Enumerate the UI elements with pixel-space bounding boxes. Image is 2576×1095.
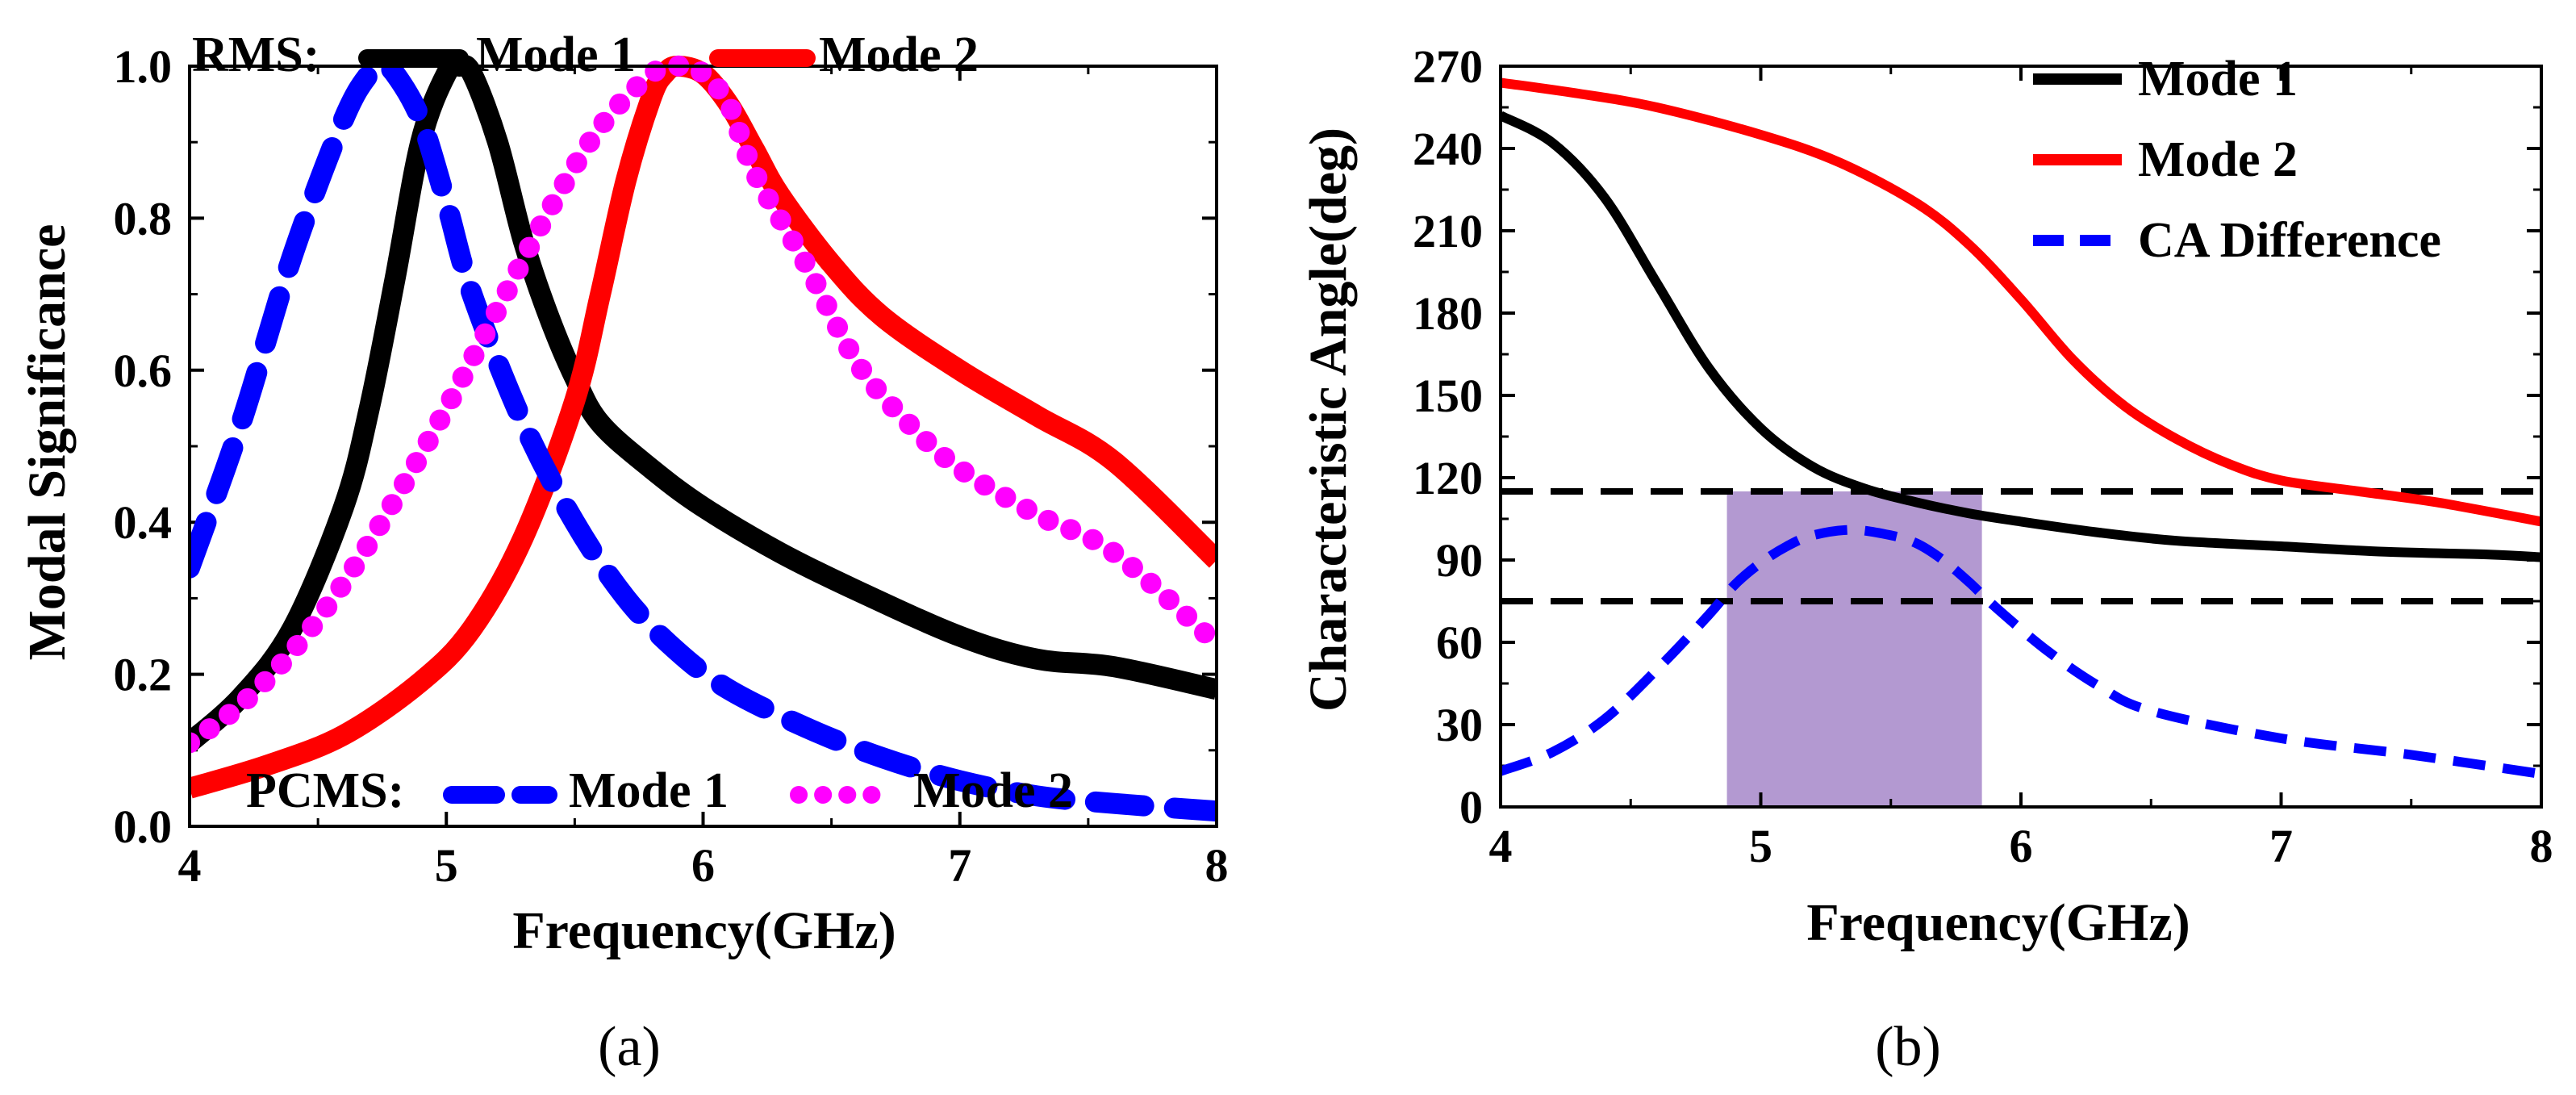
- series-line-rms-mode-1: [190, 54, 1217, 751]
- x-tick-label: 5: [435, 839, 458, 892]
- y-tick-label: 150: [1413, 370, 1483, 422]
- y-tick-label: 90: [1436, 534, 1483, 587]
- panel-b-x-ticks: 4 5 6 7 8: [1489, 66, 2553, 872]
- y-tick-label: 0.6: [114, 345, 173, 397]
- y-tick-label: 60: [1436, 616, 1483, 669]
- y-tick-label: 0.0: [114, 800, 173, 853]
- series-line-pcms-mode-2: [190, 54, 1217, 754]
- legend-b-mode2-label: Mode 2: [2138, 132, 2298, 187]
- panel-a-modal-significance: 0.0 0.2 0.4 0.6 0.8 1.0 4 5 6 7 8 RMS: Mode 1 Mod…: [18, 27, 1229, 1078]
- panel-b-x-axis-title: Frequency(GHz): [1806, 893, 2190, 952]
- panel-a-legend-rms: RMS: Mode 1 Mode 2: [192, 27, 979, 82]
- y-tick-label: 0: [1459, 781, 1483, 834]
- series-line-mode-2: [1501, 77, 2541, 527]
- series-line-mode-1: [1501, 111, 2541, 562]
- y-tick-label: 210: [1413, 205, 1483, 257]
- panel-a-y-ticks: 0.0 0.2 0.4 0.6 0.8 1.0: [114, 40, 1217, 853]
- series-line-ca-difference: [1501, 525, 2541, 779]
- panel-a-x-axis-title: Frequency(GHz): [512, 901, 896, 960]
- panel-a-caption: (a): [598, 1016, 661, 1078]
- y-tick-label: 1.0: [114, 40, 173, 93]
- legend-pcms-mode1-label: Mode 1: [569, 763, 729, 818]
- x-tick-label: 4: [178, 839, 202, 892]
- legend-rms-group-label: RMS:: [192, 27, 319, 82]
- legend-pcms-group-label: PCMS:: [246, 763, 404, 818]
- x-tick-label: 6: [691, 839, 715, 892]
- series-line-rms-mode-2: [190, 56, 1217, 799]
- legend-rms-mode1-label: Mode 1: [476, 27, 636, 82]
- x-tick-label: 8: [1205, 839, 1229, 892]
- panel-b-reference-lines: [1501, 488, 2541, 604]
- panel-a-series: [190, 54, 1217, 822]
- y-tick-label: 30: [1436, 699, 1483, 751]
- panel-b-shaded-band: [1726, 491, 1982, 807]
- panel-b-legend: Mode 1 Mode 2 CA Difference: [2033, 52, 2441, 268]
- x-tick-label: 5: [1749, 820, 1772, 872]
- legend-b-mode1-label: Mode 1: [2138, 52, 2298, 107]
- y-tick-label: 0.8: [114, 192, 173, 244]
- panel-b-characteristic-angle: 0 30 60 90 120 150 180 210 240 270 4 5 6 7 8 Mode 1 M…: [1299, 40, 2553, 1078]
- legend-rms-mode2-label: Mode 2: [819, 27, 979, 82]
- panel-a-plot-frame: [188, 65, 1218, 828]
- legend-pcms-mode2-label: Mode 2: [913, 763, 1073, 818]
- x-tick-label: 4: [1489, 820, 1513, 872]
- y-tick-label: 270: [1413, 40, 1483, 93]
- panel-b-plot-frame: [1499, 65, 2543, 809]
- y-tick-label: 0.2: [114, 649, 173, 701]
- panel-a-y-axis-title: Modal Significance: [18, 224, 77, 661]
- y-tick-label: 120: [1413, 452, 1483, 504]
- x-tick-label: 7: [948, 839, 971, 892]
- legend-b-ca-diff-label: CA Difference: [2138, 213, 2441, 268]
- panel-b-caption: (b): [1875, 1016, 1941, 1078]
- x-tick-label: 8: [2530, 820, 2553, 872]
- panel-a-legend-pcms: PCMS: Mode 1 Mode 2: [246, 763, 1073, 818]
- y-tick-label: 0.4: [114, 496, 173, 549]
- x-tick-label: 6: [2010, 820, 2033, 872]
- y-tick-label: 180: [1413, 287, 1483, 340]
- x-tick-label: 7: [2269, 820, 2293, 872]
- panel-b-y-axis-title: Characteristic Angle(deg): [1299, 127, 1358, 712]
- y-tick-label: 240: [1413, 123, 1483, 175]
- panel-b-series: [1501, 77, 2541, 779]
- series-line-pcms-mode-1: [190, 55, 1217, 822]
